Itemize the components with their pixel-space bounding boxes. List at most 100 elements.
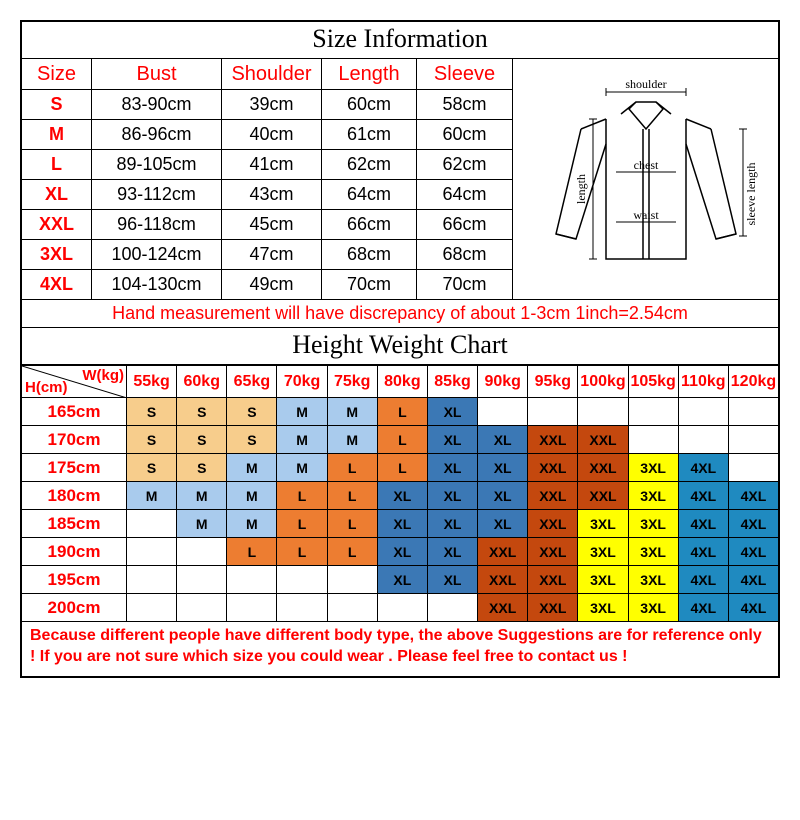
size-label: 4XL	[22, 270, 92, 299]
weight-header: 70kg	[277, 366, 327, 397]
size-header: Size	[22, 59, 92, 89]
height-label: 200cm	[22, 594, 127, 621]
disclaimer-text: Because different people have different …	[22, 621, 778, 676]
weight-header: 75kg	[328, 366, 378, 397]
hw-cell: 3XL	[629, 510, 679, 537]
height-label: 175cm	[22, 454, 127, 481]
hw-cell: S	[177, 454, 227, 481]
hw-cell	[127, 594, 177, 621]
hw-cell: XL	[428, 538, 478, 565]
hw-cell: XXL	[528, 426, 578, 453]
bust-value: 86-96cm	[92, 120, 222, 149]
hw-cell: 3XL	[629, 594, 679, 621]
sleeve-value: 60cm	[417, 120, 512, 149]
sleeve-value: 66cm	[417, 210, 512, 239]
hw-cell	[729, 454, 778, 481]
size-chart: Size Information SizeBustShoulderLengthS…	[20, 20, 780, 678]
hw-cell	[177, 594, 227, 621]
size-info-title: Size Information	[22, 22, 778, 59]
hw-cell: XXL	[578, 482, 628, 509]
bust-value: 100-124cm	[92, 240, 222, 269]
hw-cell: L	[328, 538, 378, 565]
shoulder-value: 45cm	[222, 210, 322, 239]
diagram-shoulder-label: shoulder	[625, 77, 666, 91]
hw-cell: 3XL	[629, 482, 679, 509]
hw-cell: XXL	[478, 566, 528, 593]
hw-cell: S	[127, 426, 177, 453]
hw-cell: XL	[378, 510, 428, 537]
hw-cell	[578, 398, 628, 425]
hw-cell: 4XL	[679, 594, 729, 621]
hw-cell	[127, 510, 177, 537]
hw-cell: XL	[428, 454, 478, 481]
shoulder-value: 40cm	[222, 120, 322, 149]
hw-cell	[328, 566, 378, 593]
hw-cell	[328, 594, 378, 621]
height-label: 180cm	[22, 482, 127, 509]
hw-cell: 4XL	[679, 538, 729, 565]
hw-cell: L	[328, 510, 378, 537]
hw-cell: M	[177, 510, 227, 537]
hw-cell: XXL	[528, 482, 578, 509]
hw-cell: XL	[428, 426, 478, 453]
weight-header: 55kg	[127, 366, 177, 397]
hw-cell: 4XL	[679, 482, 729, 509]
shoulder-value: 39cm	[222, 90, 322, 119]
height-label: 165cm	[22, 398, 127, 425]
weight-header: 90kg	[478, 366, 528, 397]
hw-cell: 4XL	[729, 566, 778, 593]
hw-cell: 4XL	[729, 482, 778, 509]
length-value: 64cm	[322, 180, 417, 209]
size-label: S	[22, 90, 92, 119]
hw-cell	[679, 426, 729, 453]
hw-cell: 4XL	[679, 510, 729, 537]
hw-cell: XL	[378, 538, 428, 565]
hw-cell: XL	[478, 510, 528, 537]
hw-cell: L	[277, 510, 327, 537]
hw-cell	[428, 594, 478, 621]
hw-chart-title: Height Weight Chart	[22, 327, 778, 365]
hw-cell: M	[328, 398, 378, 425]
hw-cell: S	[227, 398, 277, 425]
hw-cell: M	[277, 454, 327, 481]
hw-cell	[478, 398, 528, 425]
sleeve-value: 64cm	[417, 180, 512, 209]
hw-cell: 3XL	[578, 510, 628, 537]
size-label: L	[22, 150, 92, 179]
hw-cell: XL	[378, 566, 428, 593]
weight-header: 65kg	[227, 366, 277, 397]
hw-cell	[629, 398, 679, 425]
weight-header: 85kg	[428, 366, 478, 397]
hw-cell: XL	[428, 398, 478, 425]
bust-value: 93-112cm	[92, 180, 222, 209]
hw-cell: L	[378, 426, 428, 453]
bust-value: 83-90cm	[92, 90, 222, 119]
size-label: XXL	[22, 210, 92, 239]
hw-cell: XXL	[478, 594, 528, 621]
hw-cell: 3XL	[578, 538, 628, 565]
height-label: 185cm	[22, 510, 127, 537]
hw-cell: XL	[478, 426, 528, 453]
hw-cell: L	[378, 454, 428, 481]
hw-cell: XXL	[528, 538, 578, 565]
hw-cell: 4XL	[729, 538, 778, 565]
shoulder-value: 43cm	[222, 180, 322, 209]
length-value: 62cm	[322, 150, 417, 179]
hw-cell: XL	[478, 454, 528, 481]
weight-header: 110kg	[679, 366, 729, 397]
hw-corner: H(cm)W(kg)	[22, 366, 127, 397]
size-label: M	[22, 120, 92, 149]
hw-cell: XXL	[528, 510, 578, 537]
hw-cell	[277, 566, 327, 593]
hw-cell	[629, 426, 679, 453]
hw-cell: M	[227, 510, 277, 537]
hw-cell	[227, 594, 277, 621]
hw-cell: 3XL	[629, 454, 679, 481]
hw-cell	[679, 398, 729, 425]
diagram-chest-label: chest	[633, 158, 658, 172]
hw-cell: L	[277, 482, 327, 509]
hw-cell: M	[227, 454, 277, 481]
height-label: 170cm	[22, 426, 127, 453]
sleeve-value: 70cm	[417, 270, 512, 299]
hw-cell: M	[277, 398, 327, 425]
